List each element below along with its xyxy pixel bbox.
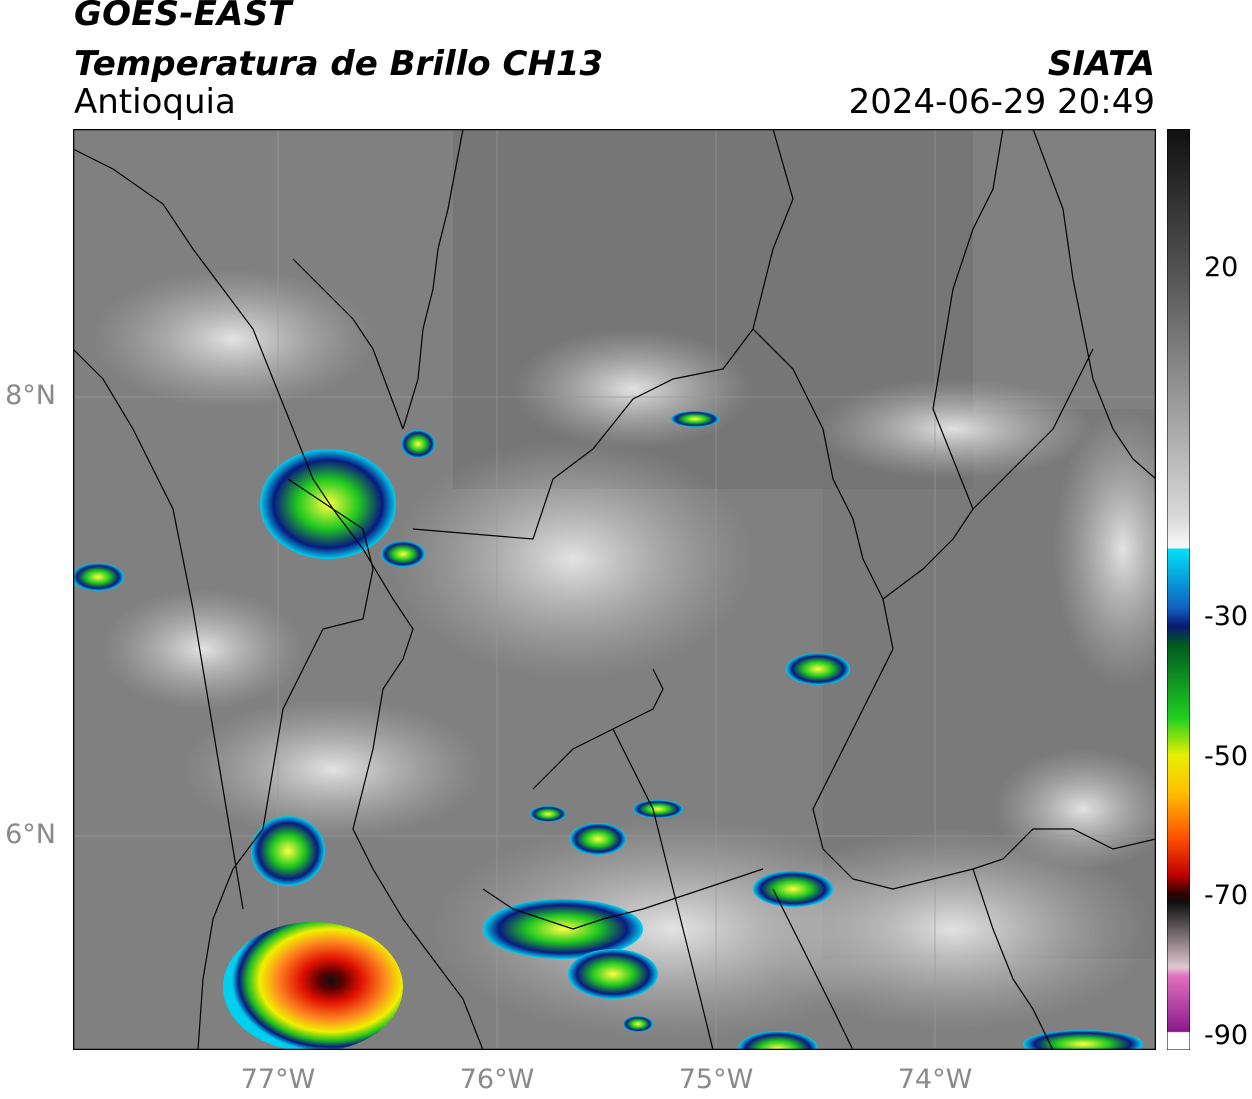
satellite-title: GOES-EAST: [74, 0, 292, 34]
colorbar-tick-minus50: -50: [1204, 741, 1249, 772]
region-label: Antioquia: [74, 82, 236, 122]
product-title: Temperatura de Brillo CH13: [74, 44, 604, 84]
lon-label-75w: 75°W: [678, 1064, 754, 1095]
colorbar: [1167, 129, 1190, 1050]
organization-label: SIATA: [1047, 44, 1155, 84]
lat-label-8n: 8°N: [5, 380, 56, 411]
colorbar-tick-minus70: -70: [1204, 880, 1249, 911]
brightness-temperature-map: [73, 129, 1156, 1050]
colorbar-tick-minus90: -90: [1204, 1020, 1249, 1051]
lon-label-77w: 77°W: [240, 1064, 316, 1095]
lon-label-74w: 74°W: [897, 1064, 973, 1095]
colorbar-tick-20: 20: [1204, 252, 1239, 283]
datetime-label: 2024-06-29 20:49: [848, 82, 1155, 122]
lat-label-6n: 6°N: [5, 819, 56, 850]
lon-label-76w: 76°W: [459, 1064, 535, 1095]
colorbar-tick-minus30: -30: [1204, 601, 1249, 632]
